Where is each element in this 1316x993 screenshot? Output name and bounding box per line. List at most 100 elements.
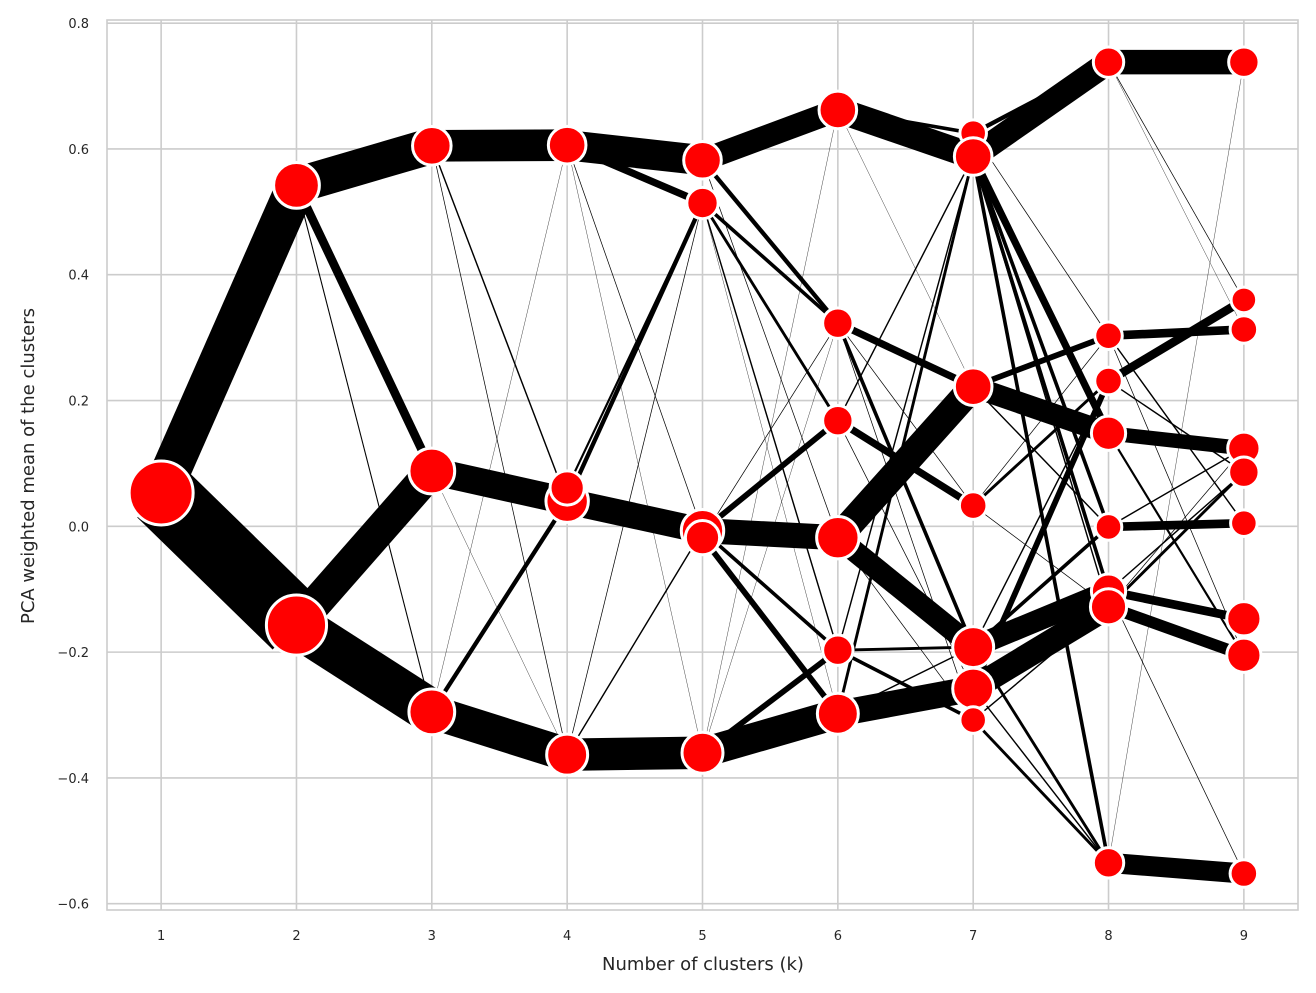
- x-tick-label: 1: [157, 929, 165, 944]
- cluster-node: [1228, 858, 1260, 889]
- edge-line: [1108, 518, 1244, 532]
- x-tick-label: 3: [428, 929, 436, 944]
- edge-line: [837, 109, 974, 387]
- cluster-node: [1089, 414, 1128, 452]
- edge-line: [701, 202, 840, 422]
- edge-line: [565, 202, 705, 503]
- x-tick-label: 4: [563, 929, 571, 944]
- cluster-node: [680, 730, 725, 775]
- x-tick-label: 2: [292, 929, 300, 944]
- x-tick-label: 6: [834, 929, 842, 944]
- edge-line: [833, 97, 978, 169]
- edge-line: [1106, 296, 1247, 385]
- cluster-node: [1088, 587, 1129, 627]
- edge-line: [966, 596, 1115, 700]
- edge-line: [969, 581, 1113, 658]
- cluster-node: [407, 687, 457, 737]
- edge-line: [1108, 380, 1245, 473]
- edge-line: [966, 52, 1116, 167]
- edge-line: [1108, 590, 1245, 874]
- cluster-node: [951, 666, 996, 711]
- edge-line: [566, 145, 703, 531]
- edge-line: [295, 185, 433, 713]
- cluster-node: [1225, 600, 1263, 638]
- cluster-node: [1225, 636, 1263, 674]
- tick-labels: 1 2 3 4 5 6 7 8 9 −0.6 −0.4 −0.2 0.0 0.2 0.4 0.6 0.8: [57, 17, 1248, 944]
- edge-line: [1107, 471, 1245, 608]
- y-tick-label: −0.2: [57, 646, 89, 661]
- edge-line: [1108, 471, 1245, 592]
- x-tick-label: 5: [698, 929, 706, 944]
- edge-line: [431, 129, 568, 162]
- cluster-node: [1093, 365, 1124, 397]
- plot-frame: [106, 19, 1299, 911]
- y-tick-label: −0.4: [57, 772, 89, 787]
- edge-line: [566, 530, 704, 756]
- grid-lines: [107, 20, 1298, 910]
- edge-line: [971, 155, 1111, 592]
- edge-line: [698, 99, 842, 172]
- cluster-node: [545, 732, 590, 777]
- edge-line: [1108, 335, 1245, 656]
- edge-line: [836, 156, 975, 715]
- edge-line: [837, 323, 974, 721]
- edge-line: [566, 145, 703, 753]
- cluster-node: [817, 89, 859, 131]
- edge-line: [827, 377, 984, 547]
- y-tick-label: 0.6: [68, 143, 89, 158]
- edge-line: [700, 535, 841, 716]
- edge-line: [971, 156, 1111, 864]
- edge-line: [564, 488, 706, 544]
- cluster-node: [1229, 508, 1259, 538]
- cluster-node: [952, 366, 994, 407]
- cluster-node: [815, 691, 860, 736]
- cluster-node: [821, 403, 855, 438]
- cluster-node: [1227, 45, 1261, 79]
- edge-line: [701, 202, 839, 651]
- x-tick-label: 9: [1240, 929, 1248, 944]
- edge-line: [701, 529, 840, 652]
- edge-line: [431, 145, 568, 755]
- x-tick-label: 8: [1104, 929, 1112, 944]
- cluster-node: [264, 593, 329, 657]
- cluster-node: [127, 459, 195, 527]
- edge-line: [700, 418, 840, 533]
- y-axis-label: PCA weighted mean of the clusters: [18, 308, 39, 624]
- x-tick-label: 7: [969, 929, 977, 944]
- cluster-node: [1228, 314, 1260, 345]
- cluster-node: [682, 139, 723, 181]
- cluster-node: [272, 161, 321, 210]
- cluster-node: [1091, 846, 1126, 880]
- cluster-node: [411, 125, 453, 167]
- cluster-node: [958, 705, 988, 735]
- edge-line: [565, 130, 705, 176]
- cluster-node: [683, 519, 722, 557]
- edge-line: [1107, 852, 1245, 884]
- x-axis-label: Number of clusters (k): [602, 954, 804, 975]
- edge-line: [837, 648, 975, 722]
- cluster-node: [1093, 320, 1124, 352]
- edge-line: [566, 202, 703, 755]
- edge-line: [1108, 447, 1245, 528]
- edge-line: [702, 109, 839, 753]
- cluster-node: [685, 185, 720, 221]
- y-tick-label: 0.4: [68, 269, 89, 284]
- edge-line: [700, 158, 840, 325]
- edge-line: [1108, 62, 1245, 863]
- edge-line: [972, 688, 1110, 864]
- edge-line: [969, 154, 1112, 435]
- edge-line: [143, 177, 315, 501]
- edge-line: [701, 201, 840, 325]
- edge-line: [972, 386, 1110, 528]
- edge-line: [837, 645, 974, 652]
- cluster-node: [952, 136, 994, 177]
- edge-line: [972, 333, 1110, 390]
- edge-line: [836, 322, 975, 648]
- edge-line: [1107, 586, 1245, 624]
- edge-line: [431, 145, 568, 712]
- y-tick-label: 0.8: [68, 17, 89, 32]
- y-tick-label: 0.2: [68, 395, 89, 410]
- cluster-node: [951, 625, 996, 670]
- edge-line: [431, 470, 568, 755]
